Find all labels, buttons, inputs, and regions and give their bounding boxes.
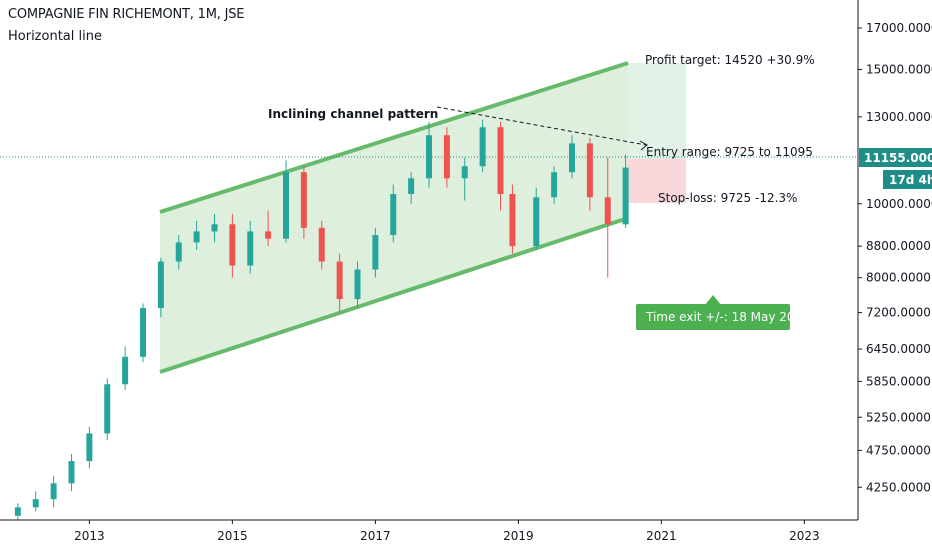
time-exit-callout[interactable]: Time exit +/-: 18 May 2021: [636, 295, 810, 330]
drawing-tool-name: Horizontal line: [8, 29, 102, 44]
candle-body[interactable]: [551, 172, 558, 198]
candle-body[interactable]: [211, 224, 218, 232]
candle-body[interactable]: [104, 384, 111, 434]
symbol-title[interactable]: COMPAGNIE FIN RICHEMONT, 1M, JSE: [8, 7, 245, 22]
descending-trendline[interactable]: [436, 106, 647, 146]
candle-body[interactable]: [229, 224, 236, 266]
candle-body[interactable]: [283, 172, 289, 239]
price-tick-label: 10000.0000: [866, 197, 932, 211]
candle-body[interactable]: [372, 235, 379, 270]
candle-body[interactable]: [50, 483, 57, 500]
price-tick-label: 13000.0000: [866, 110, 932, 124]
channel-upper-line[interactable]: [159, 61, 629, 214]
price-tick-label: 17000.0000: [866, 21, 932, 35]
price-tick-label: 7200.0000: [866, 306, 931, 320]
candle-body[interactable]: [193, 231, 200, 243]
entry-range-label[interactable]: Entry range: 9725 to 11095: [646, 145, 813, 159]
candle-body[interactable]: [622, 167, 629, 225]
time-tick-label: 2017: [360, 529, 391, 543]
price-tick-label: 4750.0000: [866, 443, 931, 457]
time-tick-label: 2015: [217, 529, 248, 543]
price-tick-label: 8000.0000: [866, 271, 931, 285]
price-tick-label: 8800.0000: [866, 239, 931, 253]
time-tick-label: 2013: [74, 529, 105, 543]
countdown-value: 17d 4h: [889, 173, 932, 187]
candle-body[interactable]: [408, 178, 415, 195]
candle-body[interactable]: [336, 261, 343, 300]
price-tick-label: 5250.0000: [866, 410, 931, 424]
candle-body[interactable]: [604, 197, 611, 225]
countdown-tag: 17d 4h: [883, 170, 932, 189]
time-axis[interactable]: 2013 2015 2017 2019 2021 2023: [74, 520, 820, 543]
candle-body[interactable]: [443, 135, 450, 179]
candle-body[interactable]: [533, 197, 540, 247]
time-tick-label: 2019: [503, 529, 534, 543]
candle-body[interactable]: [390, 194, 397, 236]
candle-body[interactable]: [247, 231, 254, 266]
candles-layer: [14, 119, 629, 520]
candle-body[interactable]: [479, 127, 486, 167]
time-exit-box: [636, 304, 790, 330]
candle-body[interactable]: [497, 127, 504, 195]
candle-body[interactable]: [68, 461, 75, 484]
candle-body[interactable]: [265, 231, 272, 239]
candle-body[interactable]: [140, 308, 146, 357]
stop-loss-label[interactable]: Stop-loss: 9725 -12.3%: [658, 191, 797, 205]
candle-body[interactable]: [509, 194, 516, 247]
candle-body[interactable]: [32, 499, 39, 508]
candle-body[interactable]: [461, 166, 468, 179]
profit-target-label[interactable]: Profit target: 14520 +30.9%: [645, 53, 815, 67]
time-tick-label: 2021: [646, 529, 677, 543]
current-price-tag: 11155.0000: [859, 148, 932, 167]
channel-lower-line[interactable]: [159, 216, 629, 374]
price-axis[interactable]: 17000.0000 15000.0000 13000.0000 10000.0000…: [858, 21, 932, 494]
pattern-label[interactable]: Inclining channel pattern: [268, 107, 438, 121]
time-exit-pointer: [705, 295, 721, 305]
time-tick-label: 2023: [789, 529, 820, 543]
candle-body[interactable]: [426, 135, 432, 179]
trendline-arrow-icon: [639, 140, 648, 151]
candle-body[interactable]: [122, 356, 129, 385]
price-tick-label: 4250.0000: [866, 480, 931, 494]
candle-body[interactable]: [14, 507, 21, 516]
price-tick-label: 15000.0000: [866, 62, 932, 76]
candle-body[interactable]: [586, 143, 593, 198]
time-exit-label: Time exit +/-: 18 May 2021: [645, 310, 810, 324]
candle-body[interactable]: [86, 433, 93, 462]
current-price-value: 11155.0000: [864, 151, 932, 165]
candle-body[interactable]: [569, 143, 575, 173]
price-tick-label: 6450.0000: [866, 342, 931, 356]
candle-body[interactable]: [354, 269, 361, 300]
candle-body[interactable]: [318, 227, 325, 262]
candle-body[interactable]: [157, 261, 164, 309]
candle-body[interactable]: [175, 242, 182, 262]
stop-loss-zone: [628, 159, 686, 203]
candle-body[interactable]: [300, 172, 307, 228]
price-tick-label: 5850.0000: [866, 374, 931, 388]
